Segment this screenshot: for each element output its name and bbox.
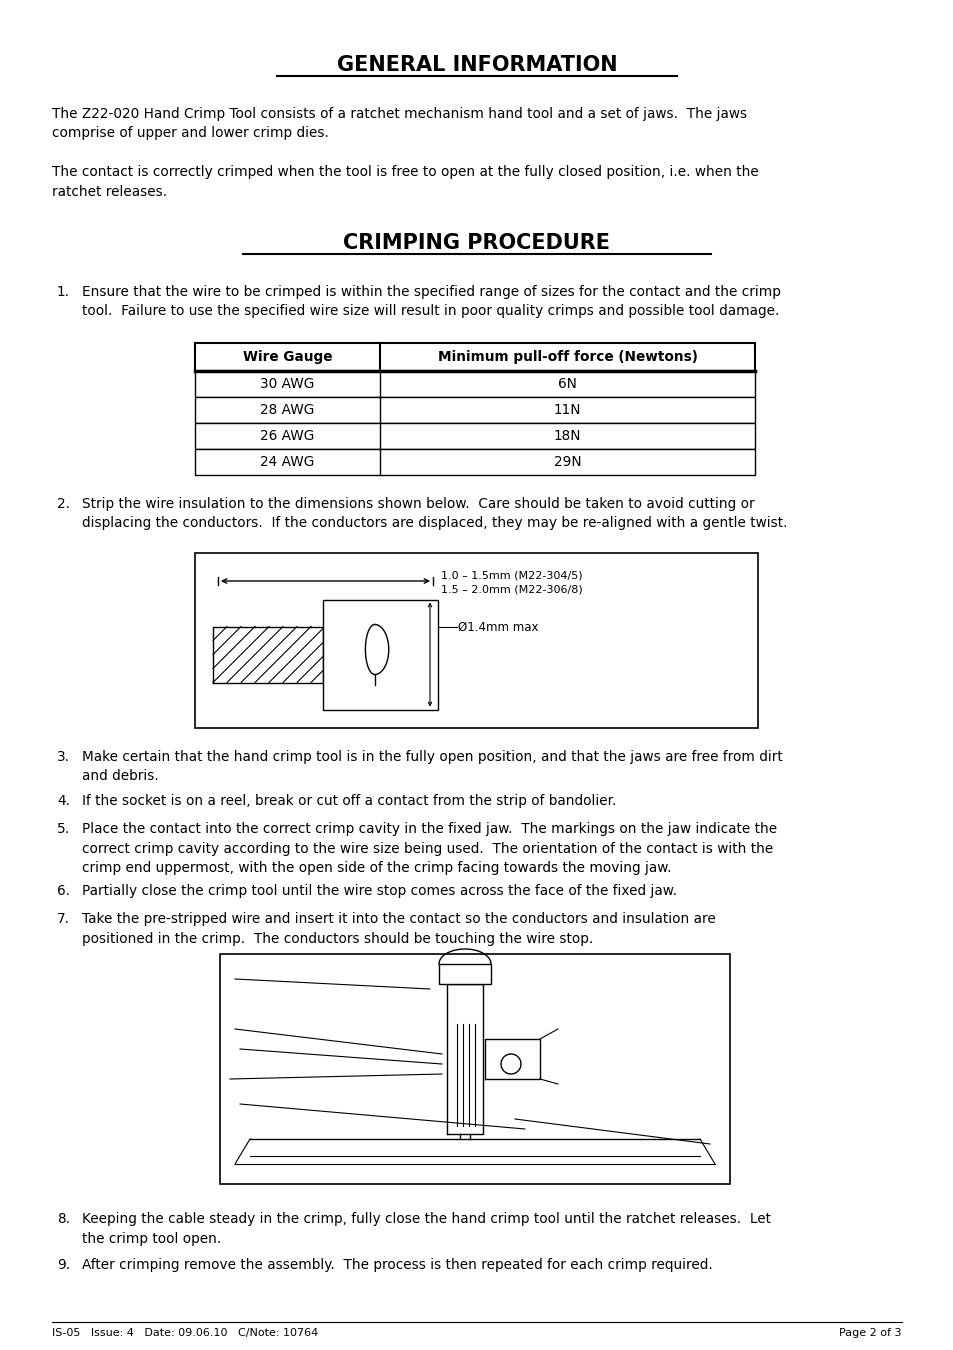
Text: 6.: 6. xyxy=(57,884,70,898)
Text: Wire Gauge: Wire Gauge xyxy=(242,350,332,365)
Text: CRIMPING PROCEDURE: CRIMPING PROCEDURE xyxy=(343,234,610,252)
Text: 5.: 5. xyxy=(57,822,71,836)
Text: 30 AWG: 30 AWG xyxy=(260,377,314,392)
Bar xyxy=(323,599,437,710)
Text: 29N: 29N xyxy=(553,455,580,468)
Text: Ø1.4mm max: Ø1.4mm max xyxy=(457,621,537,633)
Text: Keeping the cable steady in the crimp, fully close the hand crimp tool until the: Keeping the cable steady in the crimp, f… xyxy=(82,1212,770,1246)
Text: 9.: 9. xyxy=(57,1258,71,1272)
Bar xyxy=(194,423,754,450)
Text: The Z22-020 Hand Crimp Tool consists of a ratchet mechanism hand tool and a set : The Z22-020 Hand Crimp Tool consists of … xyxy=(52,107,746,140)
Text: Place the contact into the correct crimp cavity in the fixed jaw.  The markings : Place the contact into the correct crimp… xyxy=(82,822,777,875)
Text: If the socket is on a reel, break or cut off a contact from the strip of bandoli: If the socket is on a reel, break or cut… xyxy=(82,794,616,809)
Text: 11N: 11N xyxy=(553,404,580,417)
Bar xyxy=(194,371,754,397)
Text: GENERAL INFORMATION: GENERAL INFORMATION xyxy=(336,55,617,76)
Text: 26 AWG: 26 AWG xyxy=(260,429,314,443)
Text: The contact is correctly crimped when the tool is free to open at the fully clos: The contact is correctly crimped when th… xyxy=(52,165,758,198)
Text: 2.: 2. xyxy=(57,497,70,512)
Text: 3.: 3. xyxy=(57,751,70,764)
Text: Make certain that the hand crimp tool is in the fully open position, and that th: Make certain that the hand crimp tool is… xyxy=(82,751,781,783)
Bar xyxy=(194,343,754,371)
Text: 8.: 8. xyxy=(57,1212,70,1226)
Bar xyxy=(438,964,491,984)
Text: 28 AWG: 28 AWG xyxy=(260,404,314,417)
Text: 24 AWG: 24 AWG xyxy=(260,455,314,468)
Bar xyxy=(194,450,754,475)
Text: IS-05   Issue: 4   Date: 09.06.10   C/Note: 10764: IS-05 Issue: 4 Date: 09.06.10 C/Note: 10… xyxy=(52,1328,318,1338)
Text: Take the pre-stripped wire and insert it into the contact so the conductors and : Take the pre-stripped wire and insert it… xyxy=(82,913,715,945)
Bar xyxy=(220,954,729,1184)
Text: Minimum pull-off force (Newtons): Minimum pull-off force (Newtons) xyxy=(437,350,697,365)
Text: Ensure that the wire to be crimped is within the specified range of sizes for th: Ensure that the wire to be crimped is wi… xyxy=(82,285,781,319)
Text: Strip the wire insulation to the dimensions shown below.  Care should be taken t: Strip the wire insulation to the dimensi… xyxy=(82,497,786,531)
Bar xyxy=(194,397,754,423)
Text: 1.: 1. xyxy=(57,285,70,298)
Text: 18N: 18N xyxy=(553,429,580,443)
Circle shape xyxy=(500,1054,520,1075)
Text: After crimping remove the assembly.  The process is then repeated for each crimp: After crimping remove the assembly. The … xyxy=(82,1258,712,1272)
Text: Page 2 of 3: Page 2 of 3 xyxy=(839,1328,901,1338)
Bar xyxy=(194,554,758,728)
Text: 7.: 7. xyxy=(57,913,70,926)
Text: 1.0 – 1.5mm (M22-304/5)
1.5 – 2.0mm (M22-306/8): 1.0 – 1.5mm (M22-304/5) 1.5 – 2.0mm (M22… xyxy=(440,571,582,594)
Text: 6N: 6N xyxy=(558,377,577,392)
Text: Partially close the crimp tool until the wire stop comes across the face of the : Partially close the crimp tool until the… xyxy=(82,884,677,898)
Text: 4.: 4. xyxy=(57,794,70,809)
